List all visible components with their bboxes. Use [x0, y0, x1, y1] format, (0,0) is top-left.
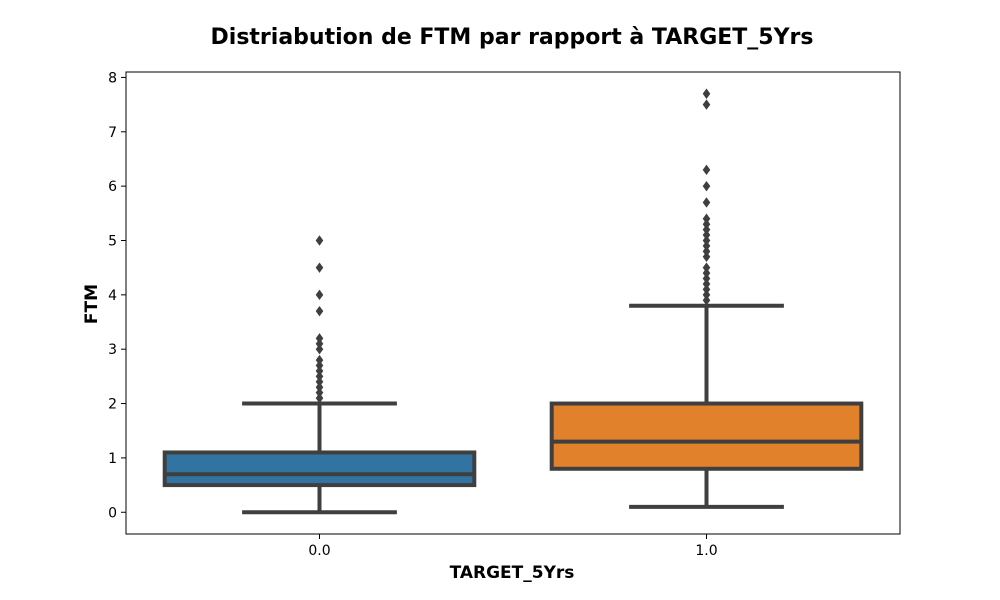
- outlier-point: [702, 278, 711, 290]
- outlier-point: [702, 235, 711, 246]
- y-tick-label: 0: [108, 505, 117, 521]
- outlier-point: [315, 338, 324, 349]
- outlier-point: [315, 289, 324, 301]
- outlier-point: [702, 180, 711, 192]
- y-tick-label: 8: [108, 70, 117, 86]
- outlier-point: [315, 382, 324, 393]
- outlier-point: [702, 240, 711, 252]
- y-tick-label: 5: [108, 233, 117, 249]
- outlier-point: [702, 251, 711, 262]
- outlier-point: [315, 392, 324, 404]
- outlier-point: [702, 224, 711, 235]
- x-tick-label: 0.0: [308, 543, 330, 559]
- outlier-point: [702, 88, 711, 99]
- outlier-point: [315, 305, 324, 317]
- y-tick-label: 2: [108, 397, 117, 413]
- outlier-point: [315, 360, 324, 371]
- outlier-point: [702, 213, 711, 224]
- outlier-point: [315, 376, 324, 388]
- y-tick-label: 1: [108, 451, 117, 467]
- outlier-point: [315, 344, 324, 355]
- outlier-point: [315, 354, 324, 366]
- outlier-point: [315, 333, 324, 344]
- outlier-point: [702, 99, 711, 110]
- outlier-point: [315, 387, 324, 398]
- y-tick-label: 6: [108, 179, 117, 195]
- outlier-point: [702, 273, 711, 284]
- y-tick-label: 4: [108, 288, 117, 304]
- outlier-point: [702, 229, 711, 241]
- outlier-point: [702, 164, 711, 176]
- outlier-point: [702, 246, 711, 257]
- plot-frame: [125, 71, 901, 535]
- x-tick-label: 1.0: [695, 543, 717, 559]
- plot-area: 0 1 2 3 4 5 6 7 8 0.0 1.0: [108, 70, 901, 559]
- outlier-point: [702, 284, 711, 295]
- outlier-point: [702, 197, 711, 208]
- y-tick-label: 3: [108, 342, 117, 358]
- outlier-point: [315, 371, 324, 382]
- outlier-point: [315, 262, 324, 273]
- y-tick-label: 7: [108, 125, 117, 141]
- outlier-point: [702, 267, 711, 279]
- outlier-point: [702, 262, 711, 273]
- outlier-point: [315, 365, 324, 377]
- outlier-point: [702, 289, 711, 301]
- chart-title: Distriabution de FTM par rapport à TARGE…: [211, 25, 814, 50]
- box-1.0: [549, 401, 864, 471]
- outlier-point: [702, 295, 711, 306]
- y-axis-label: FTM: [82, 284, 102, 324]
- x-axis-label: TARGET_5Yrs: [450, 563, 575, 583]
- outlier-point: [315, 235, 324, 246]
- box-0.0: [162, 450, 477, 488]
- outlier-point: [702, 218, 711, 230]
